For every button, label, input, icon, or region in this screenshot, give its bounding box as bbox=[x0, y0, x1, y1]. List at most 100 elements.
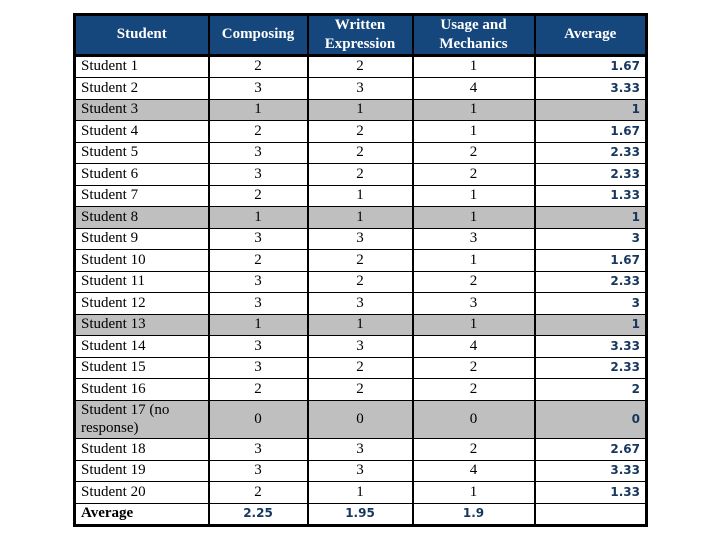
cell-usage-mechanics: 1 bbox=[411, 206, 536, 229]
footer-usage-mechanics-average: 1.9 bbox=[411, 502, 536, 526]
column-header-usage-mechanics: Usage and Mechanics bbox=[411, 14, 536, 57]
cell-written-expression: 3 bbox=[306, 459, 414, 482]
cell-usage-mechanics: 1 bbox=[411, 313, 536, 336]
cell-composing: 3 bbox=[207, 141, 309, 164]
cell-written-expression: 2 bbox=[306, 378, 414, 401]
cell-average: 1 bbox=[533, 313, 648, 336]
cell-usage-mechanics: 1 bbox=[411, 120, 536, 143]
footer-written-expression-average: 1.95 bbox=[306, 502, 414, 526]
cell-written-expression: 2 bbox=[306, 356, 414, 379]
cell-composing: 2 bbox=[207, 120, 309, 143]
cell-average: 3 bbox=[533, 292, 648, 315]
table-row: Student 18 3 3 2 2.67 bbox=[73, 438, 648, 461]
cell-average: 0 bbox=[533, 399, 648, 439]
table-row: Student 2 3 3 4 3.33 bbox=[73, 77, 648, 100]
cell-average: 3.33 bbox=[533, 459, 648, 482]
cell-student-label: Student 12 bbox=[73, 292, 210, 315]
cell-usage-mechanics: 0 bbox=[411, 399, 536, 439]
footer-overall-average bbox=[533, 502, 648, 526]
cell-composing: 2 bbox=[207, 249, 309, 272]
cell-usage-mechanics: 2 bbox=[411, 438, 536, 461]
cell-composing: 2 bbox=[207, 378, 309, 401]
cell-student-label: Student 17 (no response) bbox=[73, 399, 210, 439]
table-row: Student 4 2 2 1 1.67 bbox=[73, 120, 648, 143]
cell-usage-mechanics: 2 bbox=[411, 163, 536, 186]
cell-student-label: Student 6 bbox=[73, 163, 210, 186]
cell-student-label: Student 18 bbox=[73, 438, 210, 461]
cell-usage-mechanics: 2 bbox=[411, 378, 536, 401]
table-row: Student 19 3 3 4 3.33 bbox=[73, 459, 648, 482]
table-row: Student 10 2 2 1 1.67 bbox=[73, 249, 648, 272]
table-row: Student 11 3 2 2 2.33 bbox=[73, 270, 648, 293]
header-row: Student Composing Written Expression Usa… bbox=[73, 14, 648, 57]
cell-written-expression: 3 bbox=[306, 335, 414, 358]
table-row: Student 15 3 2 2 2.33 bbox=[73, 356, 648, 379]
cell-student-label: Student 2 bbox=[73, 77, 210, 100]
cell-student-label: Student 9 bbox=[73, 227, 210, 250]
cell-composing: 2 bbox=[207, 481, 309, 504]
cell-average: 1.33 bbox=[533, 184, 648, 207]
cell-usage-mechanics: 4 bbox=[411, 459, 536, 482]
cell-written-expression: 2 bbox=[306, 270, 414, 293]
cell-average: 3.33 bbox=[533, 335, 648, 358]
table-row: Student 8 1 1 1 1 bbox=[73, 206, 648, 229]
cell-written-expression: 2 bbox=[306, 249, 414, 272]
cell-written-expression: 2 bbox=[306, 141, 414, 164]
table-row: Student 12 3 3 3 3 bbox=[73, 292, 648, 315]
cell-average: 1 bbox=[533, 206, 648, 229]
cell-composing: 2 bbox=[207, 54, 309, 78]
cell-average: 1.33 bbox=[533, 481, 648, 504]
cell-written-expression: 2 bbox=[306, 120, 414, 143]
cell-written-expression: 0 bbox=[306, 399, 414, 439]
table-row: Student 3 1 1 1 1 bbox=[73, 98, 648, 121]
cell-student-label: Student 5 bbox=[73, 141, 210, 164]
cell-student-label: Student 20 bbox=[73, 481, 210, 504]
table-row: Student 5 3 2 2 2.33 bbox=[73, 141, 648, 164]
cell-usage-mechanics: 3 bbox=[411, 227, 536, 250]
cell-student-label: Student 1 bbox=[73, 54, 210, 78]
table-row: Student 1 2 2 1 1.67 bbox=[73, 54, 648, 78]
cell-average: 2.33 bbox=[533, 163, 648, 186]
cell-average: 2.33 bbox=[533, 141, 648, 164]
cell-usage-mechanics: 1 bbox=[411, 249, 536, 272]
cell-student-label: Student 7 bbox=[73, 184, 210, 207]
cell-composing: 3 bbox=[207, 459, 309, 482]
cell-average: 3.33 bbox=[533, 77, 648, 100]
cell-usage-mechanics: 2 bbox=[411, 270, 536, 293]
average-row: Average 2.25 1.95 1.9 bbox=[73, 502, 648, 526]
cell-student-label: Student 14 bbox=[73, 335, 210, 358]
table-row: Student 14 3 3 4 3.33 bbox=[73, 335, 648, 358]
cell-composing: 3 bbox=[207, 356, 309, 379]
cell-composing: 3 bbox=[207, 227, 309, 250]
cell-student-label: Student 16 bbox=[73, 378, 210, 401]
cell-student-label: Student 4 bbox=[73, 120, 210, 143]
cell-usage-mechanics: 4 bbox=[411, 335, 536, 358]
table-row: Student 17 (no response) 0 0 0 0 bbox=[73, 399, 648, 439]
column-header-written-expression: Written Expression bbox=[306, 14, 414, 57]
cell-composing: 0 bbox=[207, 399, 309, 439]
cell-average: 3 bbox=[533, 227, 648, 250]
cell-usage-mechanics: 2 bbox=[411, 356, 536, 379]
footer-composing-average: 2.25 bbox=[207, 502, 309, 526]
column-header-composing: Composing bbox=[207, 14, 309, 57]
table-row: Student 9 3 3 3 3 bbox=[73, 227, 648, 250]
cell-composing: 3 bbox=[207, 77, 309, 100]
cell-written-expression: 1 bbox=[306, 481, 414, 504]
cell-average: 2 bbox=[533, 378, 648, 401]
cell-written-expression: 3 bbox=[306, 227, 414, 250]
column-header-average: Average bbox=[533, 14, 648, 57]
cell-usage-mechanics: 1 bbox=[411, 54, 536, 78]
cell-average: 2.67 bbox=[533, 438, 648, 461]
cell-average: 2.33 bbox=[533, 270, 648, 293]
cell-student-label: Student 10 bbox=[73, 249, 210, 272]
cell-written-expression: 1 bbox=[306, 313, 414, 336]
footer-average-label: Average bbox=[73, 502, 210, 526]
cell-usage-mechanics: 2 bbox=[411, 141, 536, 164]
cell-composing: 1 bbox=[207, 98, 309, 121]
cell-usage-mechanics: 1 bbox=[411, 98, 536, 121]
cell-student-label: Student 11 bbox=[73, 270, 210, 293]
cell-written-expression: 3 bbox=[306, 438, 414, 461]
cell-written-expression: 1 bbox=[306, 184, 414, 207]
table-row: Student 7 2 1 1 1.33 bbox=[73, 184, 648, 207]
